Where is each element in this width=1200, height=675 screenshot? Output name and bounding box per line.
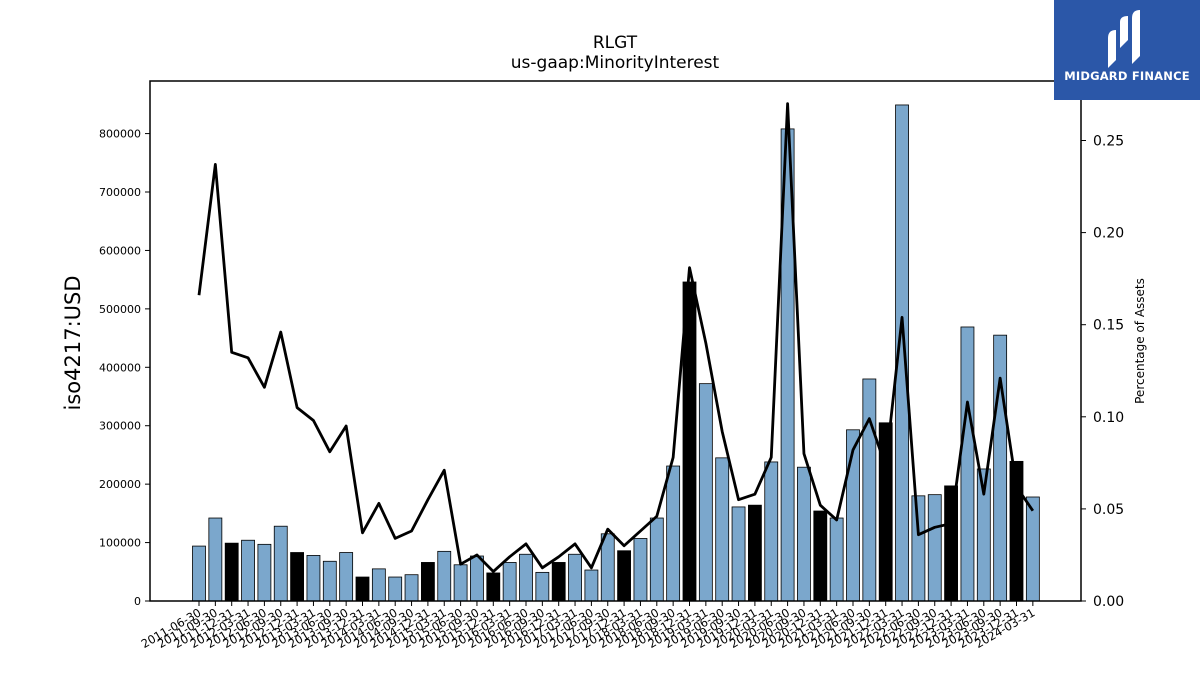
bar-2012-09-30 (273, 525, 288, 602)
bar-2013-09-30 (339, 552, 354, 602)
bar-2022-12-31 (944, 485, 958, 602)
bar-2019-12-31 (748, 504, 762, 602)
bar-2020-03-31 (764, 461, 779, 602)
bar-2015-09-30 (470, 555, 484, 602)
bar-2016-12-31 (551, 562, 566, 602)
y-tick-label: 200000 (99, 478, 141, 491)
midgard-logo-icon (1108, 10, 1140, 68)
bar-2015-06-30 (453, 564, 468, 602)
bar-2017-09-30 (600, 533, 615, 602)
y-tick-label: 800000 (99, 128, 141, 141)
bar-2012-12-31 (290, 552, 305, 602)
x-axis-ticks: 2011-06-302011-09-302011-12-312012-03-31… (139, 601, 1037, 651)
y-tick-label: 100000 (99, 537, 141, 550)
bar-2019-03-31 (698, 383, 713, 602)
bar-2021-03-31 (829, 517, 844, 602)
y2-tick-label: 0.20 (1093, 226, 1124, 242)
plot-frame (149, 80, 1082, 602)
chart-title: RLGT (593, 33, 638, 53)
y-tick-label: 700000 (99, 186, 141, 199)
y2-axis-label: Percentage of Assets (1133, 278, 1147, 404)
brand-logo: MIDGARD FINANCE (1054, 0, 1200, 100)
bar-2024-03-31 (1025, 496, 1040, 602)
bar-2014-03-31 (371, 568, 386, 602)
y2-tick-label: 0.05 (1093, 502, 1124, 518)
bar-2018-09-30 (666, 465, 681, 602)
bar-2014-12-31 (420, 562, 435, 602)
bar-2014-06-30 (388, 576, 403, 602)
pct-line-series (197, 102, 1035, 573)
chart-subtitle: us-gaap:MinorityInterest (511, 53, 720, 73)
y-tick-label: 600000 (99, 244, 141, 257)
bar-2011-09-30 (208, 517, 223, 602)
y2-tick-label: 0.15 (1093, 318, 1124, 334)
bar-series (192, 104, 1040, 602)
bar-2019-06-30 (715, 457, 730, 602)
bar-2020-09-30 (797, 466, 811, 602)
bar-2017-03-31 (568, 553, 582, 602)
bar-2013-06-30 (322, 560, 337, 602)
bar-2011-12-31 (224, 542, 239, 602)
bar-2016-09-30 (535, 571, 550, 602)
bar-2015-03-31 (437, 550, 452, 602)
bar-2013-12-31 (355, 576, 370, 602)
bar-2023-03-31 (960, 326, 975, 602)
y2-axis-ticks: 0.00 0.05 0.10 0.15 0.20 0.25 (1081, 133, 1124, 610)
bar-2023-09-30 (993, 334, 1008, 602)
y-tick-label: 0 (134, 595, 141, 608)
y-tick-label: 500000 (99, 303, 141, 316)
bar-2011-06-30 (192, 545, 206, 602)
bar-2018-03-31 (633, 538, 648, 602)
bar-2012-03-31 (241, 539, 255, 602)
bar-2020-12-31 (813, 510, 828, 602)
y-axis-ticks: 0 100000 200000 300000 400000 500000 600000 700… (99, 128, 150, 608)
bar-2022-06-30 (911, 495, 926, 602)
y2-tick-label: 0.25 (1093, 133, 1124, 149)
bar-2017-12-31 (617, 550, 631, 602)
bar-2014-09-30 (404, 574, 419, 602)
bar-2016-06-30 (519, 553, 533, 602)
bar-2019-09-30 (731, 506, 746, 602)
bar-2015-12-31 (486, 572, 501, 602)
y-tick-label: 400000 (99, 361, 141, 374)
bar-2022-09-30 (927, 494, 942, 602)
bar-2016-03-31 (502, 562, 517, 602)
bar-2012-06-30 (257, 543, 272, 602)
bar-2013-03-31 (306, 555, 321, 602)
y-axis-label: iso4217:USD (61, 275, 85, 410)
pct-line (197, 102, 1035, 573)
y2-tick-label: 0.10 (1093, 410, 1124, 426)
y-tick-label: 300000 (99, 420, 141, 433)
bar-2017-06-30 (584, 569, 599, 602)
y2-tick-label: 0.00 (1093, 594, 1124, 610)
bar-2018-06-30 (649, 517, 664, 602)
brand-name: MIDGARD FINANCE (1064, 69, 1190, 83)
bar-2021-09-30 (862, 378, 877, 602)
